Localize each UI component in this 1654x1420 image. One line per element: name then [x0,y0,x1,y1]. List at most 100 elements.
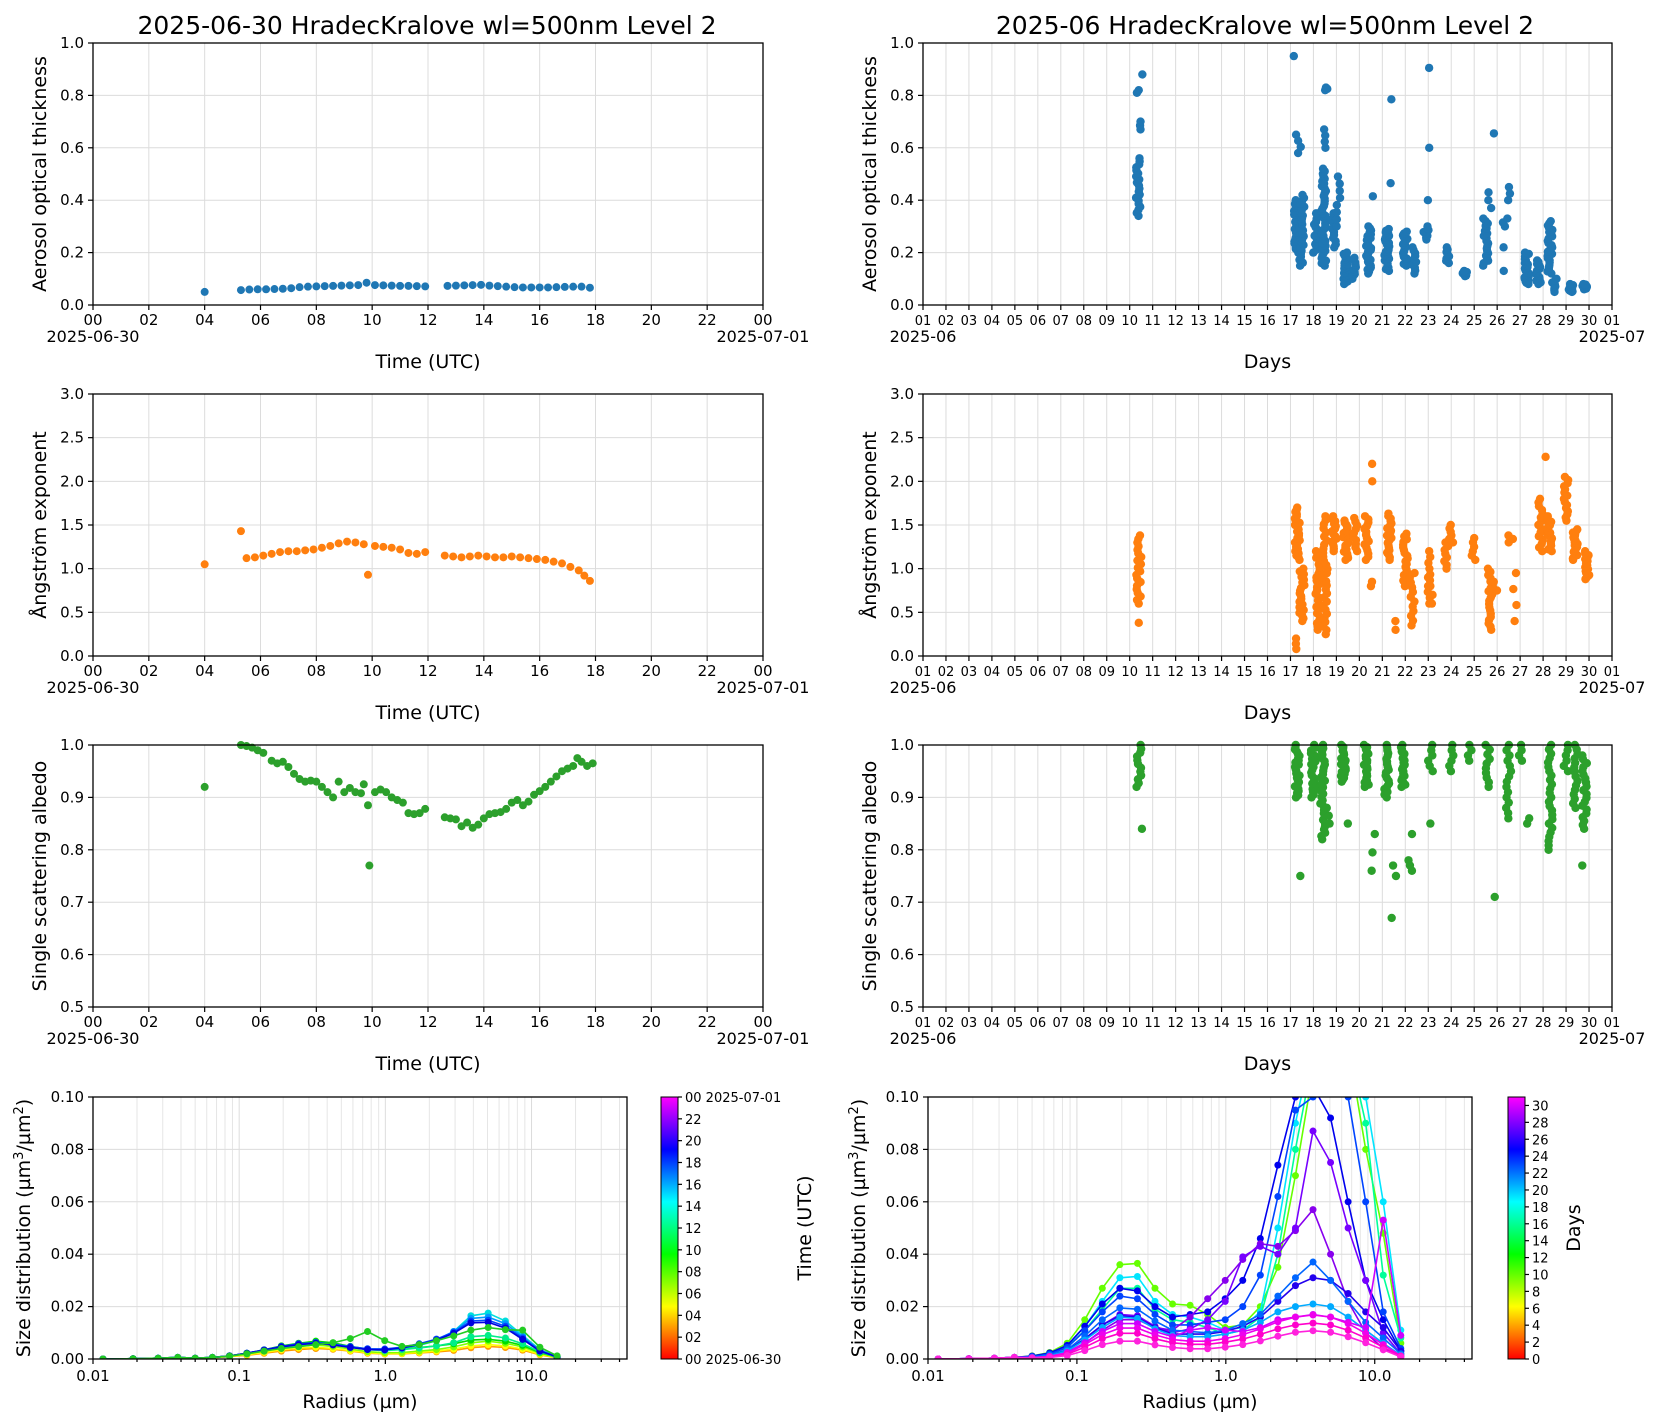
data-point [466,552,474,560]
tick-label-x: 21 [1374,665,1391,680]
series-point [433,1337,440,1344]
date-end-label: 2025-07 [1579,327,1646,346]
series-point [1204,1316,1211,1323]
colorbar-tick-label: 22 [1532,1167,1549,1182]
data-point [1384,509,1392,517]
series-point [467,1319,474,1326]
tick-label-x: 05 [1007,1016,1024,1031]
tick-label-x: 16 [1259,1016,1276,1031]
data-point [1561,473,1569,481]
data-point [1391,617,1399,625]
series-point [243,1350,250,1357]
data-point [365,862,373,870]
tick-label-x: 08 [307,311,326,329]
tick-label-x: 14 [474,1013,493,1031]
panels: 00 02 04 06 08 10 12 14 16 18 20 22 002025-06-30 2025… [12,34,1646,1413]
tick-label-y: 3.0 [890,385,914,403]
series-point [1134,1338,1141,1345]
series-point [1239,1277,1246,1284]
series-point [467,1327,474,1334]
series-point [1345,1041,1352,1048]
data-point [421,282,429,290]
tick-label-x: 23 [1420,665,1437,680]
tick-label-y: 0.2 [60,244,84,262]
data-point [1460,267,1468,275]
data-point [268,550,276,558]
colorbar-tick-label: 22 [685,1113,702,1128]
tick-label-x: 02 [139,1013,158,1031]
x-axis-label: Days [1244,1053,1291,1075]
data-point [1136,117,1144,125]
tick-label-y: 0.0 [890,647,914,665]
tick-label-x: 10 [363,662,382,680]
colorbar-tick-label: 16 [1532,1218,1549,1233]
colorbar-tick-label: 06 [685,1288,702,1303]
x-axis-label: Time (UTC) [374,351,480,373]
series-point [1345,1041,1352,1048]
data-point [396,282,404,290]
data-point [1424,196,1432,204]
data-point [469,281,477,289]
data-point [499,553,507,561]
series-point [1099,1308,1106,1315]
series-point [364,1328,371,1335]
data-point [1566,280,1574,288]
data-point [301,546,309,554]
series-point [1292,1274,1299,1281]
tick-label-x: 23 [1420,1016,1437,1031]
data-point [1503,214,1511,222]
series-point [1380,1198,1387,1205]
data-point [1547,217,1555,225]
series-point [1116,1330,1123,1337]
tick-label-y: 1.0 [890,560,914,578]
tick-label-y: 0.02 [886,1298,919,1316]
data-point [533,555,541,563]
tick-label-y: 2.5 [60,429,84,447]
data-point [1325,812,1333,820]
data-point [1521,248,1529,256]
tick-label-x: 13 [1190,665,1207,680]
data-point [1408,243,1416,251]
series-point [1274,1225,1281,1232]
tick-label-y: 0.7 [890,893,914,911]
tick-label-x: 17 [1282,665,1299,680]
data-point [491,553,499,561]
tick-label-x: 17 [1282,314,1299,329]
data-point [444,282,452,290]
series-point [1327,1114,1334,1121]
series-point [1327,1041,1334,1048]
series-point [1292,1321,1299,1328]
plot-frame [93,1097,627,1359]
data-point [1350,254,1358,262]
colorbar-tick-label: 10 [1532,1268,1549,1283]
series-point [1380,1217,1387,1224]
tick-label-x: 12 [418,1013,437,1031]
data-point [1350,514,1358,522]
tick-label-x: 11 [1144,665,1161,680]
tick-label-x: 20 [1351,1016,1368,1031]
series-point [1292,1107,1299,1114]
data-point [1484,188,1492,196]
tick-label-x: 28 [1535,314,1552,329]
data-point [364,571,372,579]
tick-label-x: 12 [1167,665,1184,680]
series-point [1345,1320,1352,1327]
tick-label-x: 03 [961,1016,978,1031]
data-point [371,281,379,289]
data-point [494,282,502,290]
data-point [458,553,466,561]
data-point [1544,512,1552,520]
colorbar-tick-label: 0 [1532,1353,1540,1368]
data-point [1325,819,1333,827]
series-point [1257,1243,1264,1250]
tick-label-x: 16 [1259,314,1276,329]
data-point [1135,154,1143,162]
colorbar-tick-label: 30 [1532,1099,1549,1114]
data-point [421,805,429,813]
data-point [329,282,337,290]
series-point [1222,1277,1229,1284]
data-point [1490,578,1498,586]
series-point [347,1335,354,1342]
